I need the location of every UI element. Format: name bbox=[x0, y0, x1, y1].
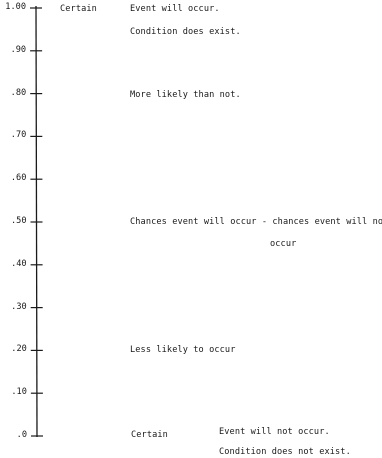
less-likely-text: Less likely to occur bbox=[130, 345, 236, 355]
tick-label: .0 bbox=[16, 430, 27, 440]
half-chance-text-line2: occur bbox=[270, 239, 297, 249]
bottom-certain-label: Certain bbox=[131, 430, 168, 440]
tick-label: .90 bbox=[10, 44, 27, 55]
tick-label: 1.00 bbox=[5, 2, 26, 12]
tick-marks bbox=[30, 7, 43, 437]
top-event-text: Event will occur. bbox=[130, 4, 220, 14]
tick-label: .40 bbox=[11, 258, 27, 269]
tick-label: .70 bbox=[10, 130, 27, 141]
half-chance-text-line1: Chances event will occur - chances event… bbox=[130, 217, 382, 227]
bottom-event-text: Event will not occur. bbox=[219, 427, 330, 437]
tick-label: .30 bbox=[11, 301, 27, 312]
tick-label: .60 bbox=[10, 173, 27, 184]
tick-label: .50 bbox=[10, 216, 27, 226]
tick-label: .10 bbox=[11, 387, 27, 398]
top-condition-text: Condition does exist. bbox=[130, 27, 241, 37]
bottom-condition-text: Condition does not exist. bbox=[219, 447, 351, 457]
more-likely-text: More likely than not. bbox=[130, 90, 241, 100]
tick-label: .80 bbox=[10, 87, 27, 98]
tick-label: .20 bbox=[11, 344, 27, 355]
top-certain-label: Certain bbox=[60, 4, 97, 14]
